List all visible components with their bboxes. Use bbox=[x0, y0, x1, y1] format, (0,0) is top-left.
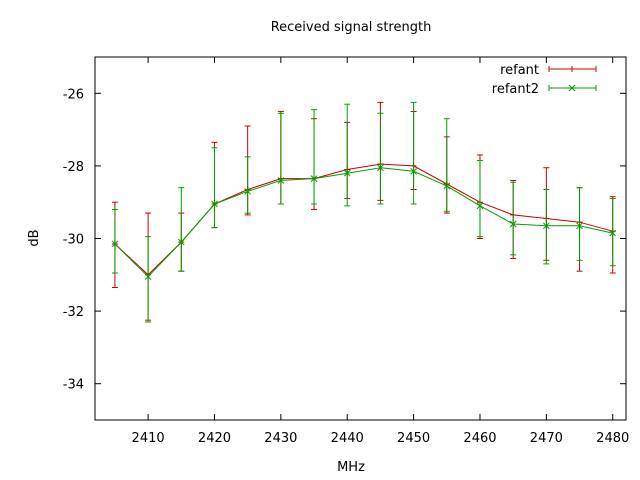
x-tick-label: 2460 bbox=[463, 431, 496, 446]
x-tick-label: 2450 bbox=[397, 431, 430, 446]
axis-ticks: 2410 2420 2430 2440 2450 2460 2470 2480 -34 -32 -3… bbox=[63, 57, 629, 446]
legend-marker bbox=[568, 84, 576, 92]
y-tick-label: -32 bbox=[63, 305, 84, 320]
legend-label: refant2 bbox=[492, 82, 539, 97]
series-layer bbox=[111, 101, 617, 323]
data-point bbox=[542, 222, 550, 230]
data-point bbox=[377, 164, 384, 172]
series-line bbox=[114, 167, 613, 278]
x-tick-label: 2470 bbox=[530, 431, 563, 446]
y-axis-label: dB bbox=[27, 229, 42, 246]
x-tick-label: 2480 bbox=[596, 431, 629, 446]
data-point bbox=[177, 238, 185, 246]
plot-frame bbox=[94, 56, 627, 421]
x-tick-label: 2410 bbox=[132, 431, 165, 446]
y-tick-label: -26 bbox=[63, 87, 84, 102]
y-tick-label: -30 bbox=[63, 233, 84, 248]
series-refant2 bbox=[111, 101, 617, 323]
chart-title: Received signal strength bbox=[271, 20, 432, 35]
data-point bbox=[310, 175, 318, 182]
data-point bbox=[609, 229, 617, 237]
x-tick-label: 2440 bbox=[331, 431, 364, 446]
data-point bbox=[576, 222, 583, 230]
data-point bbox=[277, 177, 285, 184]
data-point bbox=[343, 169, 351, 177]
legend: refant refant2 bbox=[492, 63, 597, 97]
data-point bbox=[443, 182, 451, 190]
x-tick-label: 2430 bbox=[264, 431, 297, 446]
data-point bbox=[244, 187, 252, 195]
legend-label: refant bbox=[500, 63, 539, 78]
data-point bbox=[211, 200, 218, 208]
data-point bbox=[509, 220, 517, 228]
data-point bbox=[476, 202, 484, 210]
y-tick-label: -28 bbox=[63, 160, 84, 175]
data-point bbox=[111, 240, 119, 248]
data-point bbox=[410, 167, 417, 175]
data-point bbox=[144, 273, 152, 280]
x-tick-label: 2420 bbox=[198, 431, 231, 446]
y-tick-label: -34 bbox=[63, 378, 84, 393]
x-axis-label: MHz bbox=[337, 460, 365, 475]
